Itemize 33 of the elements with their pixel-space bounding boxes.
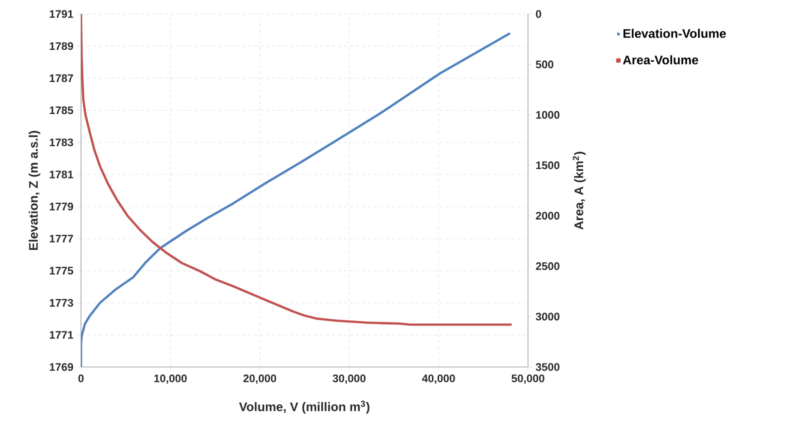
y-tick-label: 1781 [50, 170, 74, 178]
y-tick-label: 1769 [50, 363, 74, 371]
y2-tick-label: 0 [536, 10, 542, 18]
y-tick-label: 1783 [50, 138, 74, 146]
y-tick-label: 1779 [50, 202, 74, 210]
y-tick-label: 1789 [50, 42, 74, 50]
y2-tick-label: 1500 [536, 161, 560, 170]
legend-label: Area-Volume [622, 55, 698, 64]
y2-tick-label: 3000 [536, 312, 560, 320]
y-tick-label: 1787 [50, 74, 74, 82]
x-axis-title: Volume, V (million m$^{3}$) [239, 400, 370, 414]
y2-axis-title: Area, A (km$^{2}$) [572, 152, 586, 230]
line-series [81, 14, 513, 326]
y2-tick-label: 2000 [536, 212, 560, 220]
x-tick-label: 50,000 [512, 374, 544, 384]
y-tick-label: 1785 [50, 106, 74, 114]
y2-tick-label: 500 [536, 60, 554, 68]
y-tick-label: 1775 [50, 266, 74, 275]
y-tick-label: 1791 [50, 10, 74, 18]
x-tick-label: 20,000 [243, 374, 276, 384]
y2-tick-label: 3500 [536, 363, 560, 371]
y-tick-label: 1771 [50, 331, 74, 339]
x-tick-label: 10,000 [154, 374, 187, 384]
y-tick-label: 1777 [50, 234, 74, 242]
line-series [81, 32, 512, 367]
y-tick-label: 1773 [50, 298, 74, 307]
x-tick-label: 40,000 [422, 374, 455, 384]
legend-label: Elevation-Volume [624, 28, 726, 38]
x-tick-label: 0 [78, 374, 84, 382]
y-axis-title: Elevation, Z (m a.s.l) [28, 130, 40, 250]
y2-tick-label: 2500 [536, 262, 560, 270]
x-tick-label: 30,000 [332, 374, 366, 384]
y2-tick-label: 1000 [536, 110, 560, 119]
